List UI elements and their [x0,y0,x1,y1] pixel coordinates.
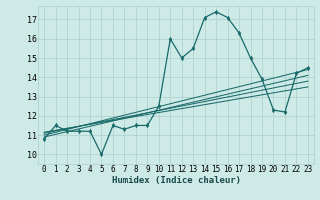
X-axis label: Humidex (Indice chaleur): Humidex (Indice chaleur) [111,176,241,185]
